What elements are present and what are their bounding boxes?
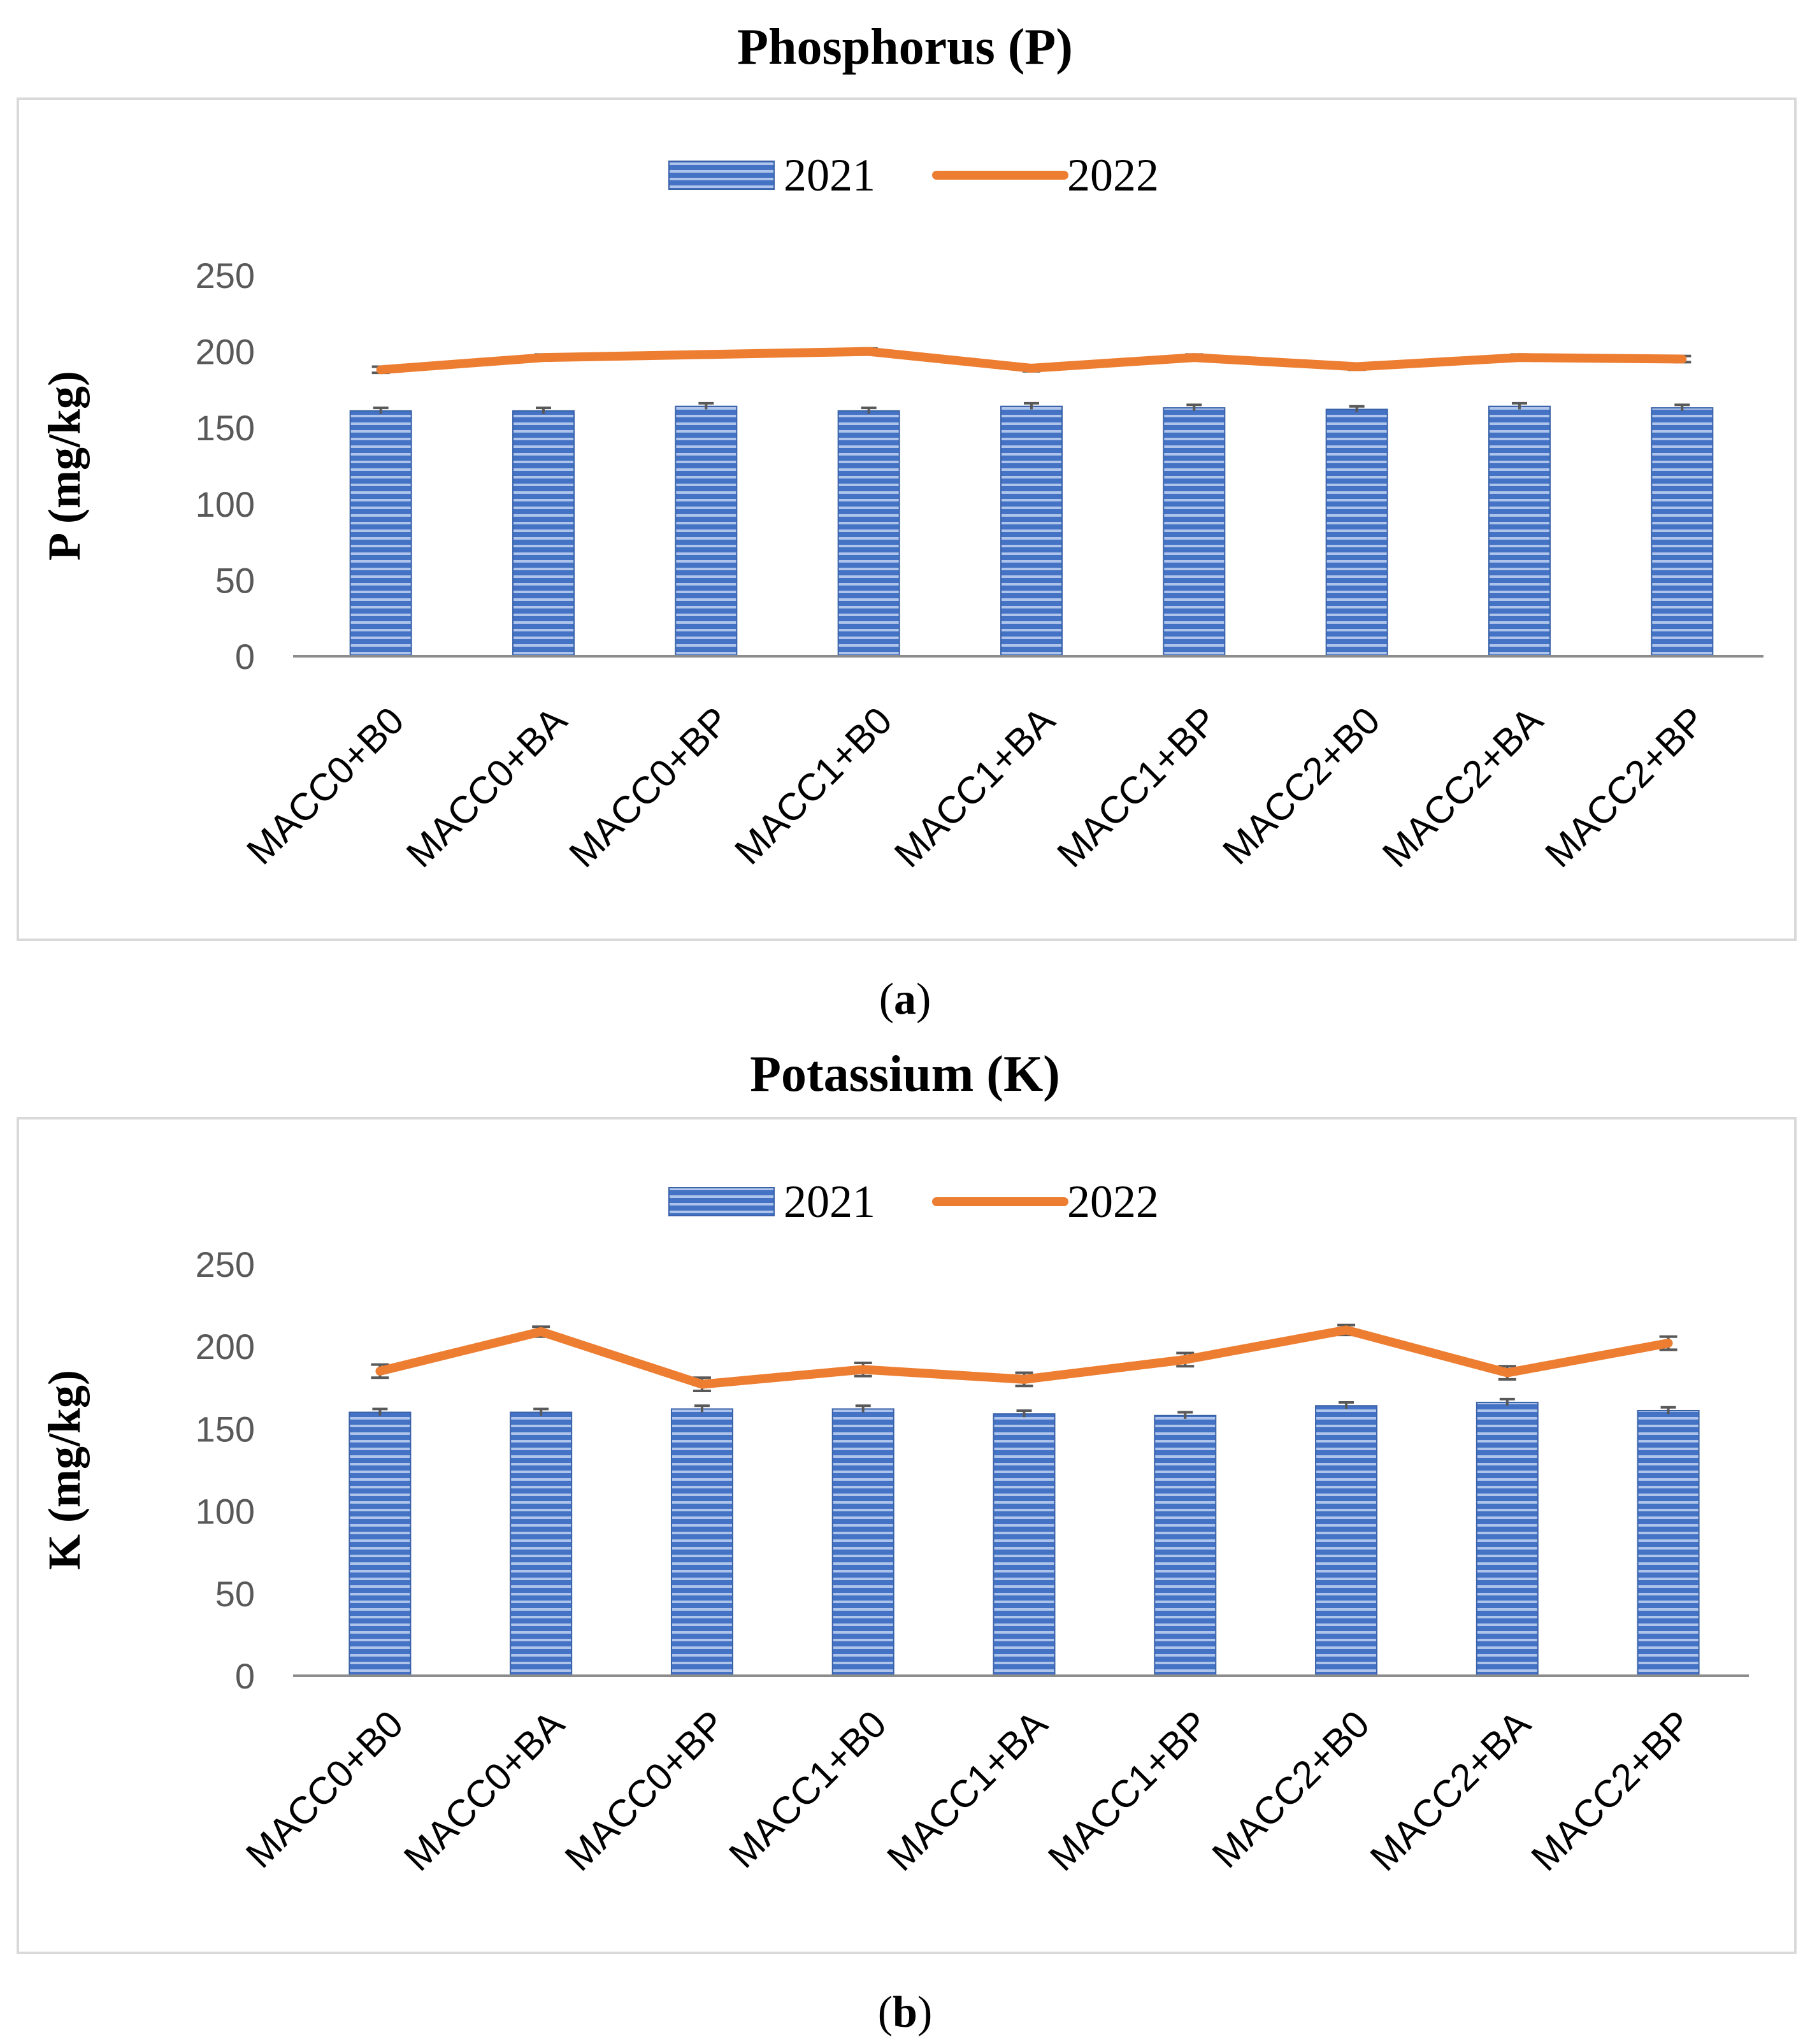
chart-b-bar-2021 xyxy=(831,1408,894,1676)
chart-b-bar-2021 xyxy=(510,1411,573,1676)
chart-a-ytick-label: 0 xyxy=(235,637,255,677)
chart-a-point-2022 xyxy=(1518,356,1521,359)
chart-b-point-2022 xyxy=(1667,1342,1670,1345)
chart-a-errorbar-2021 xyxy=(861,407,877,414)
chart-a-point-2022 xyxy=(379,368,382,371)
chart-a-ytick-label: 200 xyxy=(196,332,255,372)
chart-b-point-2022 xyxy=(378,1369,382,1372)
chart-b-bar-2021 xyxy=(1315,1405,1378,1676)
chart-b-y-axis-title: K (mg/kg) xyxy=(39,1370,90,1570)
chart-b-ytick-label: 0 xyxy=(235,1656,255,1696)
chart-a-errorbar-2021 xyxy=(536,407,551,414)
chart-a-bar-2021 xyxy=(1651,407,1714,657)
chart-a-bar-2021 xyxy=(1163,407,1226,657)
chart-b-bar-2021 xyxy=(1476,1402,1539,1676)
chart-a-errorbar-2021 xyxy=(373,407,389,414)
chart-b-point-2022 xyxy=(861,1368,865,1371)
chart-b-point-2022 xyxy=(1505,1371,1509,1374)
panel-label-a: (a) xyxy=(879,975,931,1024)
chart-b-errorbar-2021 xyxy=(1339,1401,1354,1409)
chart-a-bar-2021 xyxy=(837,410,900,657)
chart-a-bar-2021 xyxy=(1325,408,1388,657)
chart-a-legend-label-2022: 2022 xyxy=(1067,150,1159,201)
chart-a-errorbar-2021 xyxy=(1674,403,1690,411)
chart-b-ytick-label: 250 xyxy=(196,1244,255,1285)
chart-a-errorbar-2021 xyxy=(1024,401,1039,410)
chart-a-point-2022 xyxy=(1681,357,1684,361)
chart-a-point-2022 xyxy=(1030,366,1033,370)
chart-a-point-2022 xyxy=(542,356,545,359)
chart-a-bar-2021 xyxy=(1488,405,1551,657)
chart-a-legend: 2021 2022 xyxy=(668,150,1159,201)
chart-a-ytick-label: 50 xyxy=(215,560,255,600)
chart-b-bar-2021 xyxy=(1154,1414,1217,1677)
chart-b-legend-swatch-2021 xyxy=(668,1187,775,1216)
panel-label-b: (b) xyxy=(877,1988,933,2037)
chart-b-ytick-label: 100 xyxy=(196,1492,255,1532)
chart-b-legend-label-2021: 2021 xyxy=(784,1176,875,1227)
chart-b-point-2022 xyxy=(1184,1358,1187,1361)
chart-a-point-2022 xyxy=(1193,356,1196,359)
chart-a-errorbar-2021 xyxy=(1186,403,1202,411)
chart-b-ytick-label: 50 xyxy=(215,1574,255,1614)
chart-a-errorbar-2021 xyxy=(698,401,714,410)
chart-a-errorbar-2021 xyxy=(1512,401,1527,410)
chart-a-bar-2021 xyxy=(1000,405,1063,657)
chart-b-errorbar-2021 xyxy=(1499,1397,1515,1406)
chart-a-point-2022 xyxy=(705,353,708,356)
chart-b-legend-label-2022: 2022 xyxy=(1067,1176,1159,1227)
chart-b-legend: 2021 2022 xyxy=(668,1176,1159,1227)
chart-b-ytick-label: 200 xyxy=(196,1327,255,1367)
chart-a-point-2022 xyxy=(1355,365,1358,368)
chart-b-bar-2021 xyxy=(670,1408,733,1676)
chart-b-point-2022 xyxy=(540,1330,543,1333)
chart-b-point-2022 xyxy=(1345,1328,1348,1332)
chart-b-errorbar-2021 xyxy=(694,1404,710,1413)
chart-a-ytick-label: 150 xyxy=(196,408,255,448)
chart-b-point-2022 xyxy=(700,1383,703,1386)
chart-b-errorbar-2021 xyxy=(855,1404,871,1413)
chart-a-errorbar-2021 xyxy=(1349,405,1365,413)
chart-b-point-2022 xyxy=(1023,1378,1026,1381)
chart-a-bar-2021 xyxy=(675,405,738,657)
chart-a-title: Phosphorus (P) xyxy=(737,19,1073,75)
chart-b-title: Potassium (K) xyxy=(750,1046,1060,1102)
chart-a-point-2022 xyxy=(867,350,870,353)
chart-b-errorbar-2021 xyxy=(1016,1409,1032,1418)
chart-a-ytick-label: 250 xyxy=(196,256,255,296)
chart-b-bar-2021 xyxy=(348,1411,412,1676)
chart-a-y-axis-title: P (mg/kg) xyxy=(39,371,90,561)
chart-b-errorbar-2021 xyxy=(1660,1406,1676,1414)
chart-b-errorbar-2021 xyxy=(372,1407,388,1416)
chart-a-legend-label-2021: 2021 xyxy=(784,150,875,201)
chart-b-bar-2021 xyxy=(1637,1409,1700,1676)
chart-a-ytick-label: 100 xyxy=(196,484,255,524)
chart-b-bar-2021 xyxy=(993,1413,1056,1676)
chart-a-bar-2021 xyxy=(349,410,412,657)
chart-b-ytick-label: 150 xyxy=(196,1409,255,1449)
chart-a-legend-swatch-2021 xyxy=(668,161,775,190)
chart-b-errorbar-2021 xyxy=(533,1407,549,1416)
chart-b-errorbar-2021 xyxy=(1177,1411,1193,1419)
chart-a-bar-2021 xyxy=(512,410,575,657)
